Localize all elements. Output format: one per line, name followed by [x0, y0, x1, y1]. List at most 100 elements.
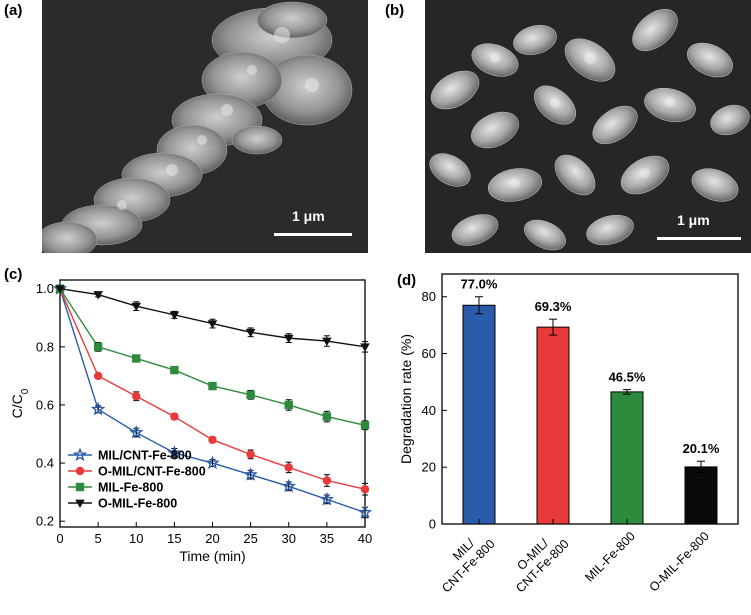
legend-marker — [75, 499, 85, 508]
legend-label: O-MIL/CNT-Fe-800 — [98, 465, 206, 479]
data-point — [281, 478, 296, 493]
bar — [684, 466, 718, 525]
y-tick-label: 40 — [422, 403, 436, 418]
panel-d: (d) 0 20 40 60 80 Degradation rate (%) 77.0% MI… — [385, 262, 751, 610]
y-tick-label: 0.6 — [36, 397, 54, 412]
legend-marker — [72, 447, 88, 462]
panel-c-label: (c) — [4, 266, 23, 283]
plot-frame — [441, 273, 739, 525]
data-point — [246, 450, 255, 459]
y-tick-label: 0.4 — [36, 456, 54, 471]
scale-bar-a — [274, 233, 352, 236]
legend: MIL/CNT-Fe-800 O-MIL/CNT-Fe-800 MIL-Fe-800… — [68, 447, 206, 511]
data-point — [243, 467, 258, 481]
value-label: 46.5% — [609, 370, 646, 385]
series-1 — [55, 284, 370, 496]
data-point — [93, 342, 103, 352]
value-label: 77.0% — [461, 277, 498, 292]
x-tick-label: O-MIL/CNT-Fe-800 — [503, 526, 572, 595]
series-line — [59, 288, 366, 426]
data-point — [55, 285, 65, 294]
legend-label: O-MIL-Fe-800 — [98, 497, 177, 511]
panel-b: (b) — [385, 0, 751, 255]
x-tick-label: 0 — [56, 531, 63, 546]
data-point — [208, 381, 217, 391]
legend-marker — [75, 466, 85, 476]
x-tick-label: O-MIL-Fe-800 — [647, 529, 712, 594]
data-point — [360, 343, 370, 352]
bar-group-3: 20.1% — [683, 441, 720, 525]
series-2 — [55, 284, 370, 431]
scale-label-a: 1 μm — [292, 208, 325, 224]
y-tick-label: 60 — [422, 346, 436, 361]
legend-label: MIL-Fe-800 — [98, 481, 163, 495]
x-tick-label: 15 — [167, 531, 181, 546]
y-axis-label: C/C0 — [9, 388, 31, 418]
data-point — [360, 421, 370, 430]
bar — [536, 326, 570, 525]
series-line — [59, 288, 366, 348]
data-point — [357, 504, 373, 519]
sem-image-b: 1 μm — [425, 0, 751, 253]
x-tick-label: 5 — [95, 531, 102, 546]
data-point — [90, 401, 106, 416]
data-point — [319, 491, 335, 506]
legend-marker — [75, 482, 85, 492]
x-tick-label: 20 — [205, 531, 219, 546]
bar-group-2: 46.5% — [609, 370, 646, 525]
sem-image-b-texture — [425, 0, 751, 253]
scale-bar-b — [657, 237, 741, 240]
data-point — [360, 485, 370, 494]
data-point — [322, 412, 332, 421]
data-point — [169, 311, 180, 320]
bar-group-0: 77.0% — [461, 277, 498, 525]
y-tick-label: 0.2 — [36, 514, 54, 529]
y-tick-label: 80 — [422, 289, 436, 304]
panel-a-label: (a) — [4, 2, 23, 19]
panel-c: (c) 0 5 10 15 20 25 30 35 40 0.2 0.4 0.6 0.8 1.0 Time … — [0, 262, 380, 610]
panel-a: (a) — [0, 0, 370, 255]
sem-image-a-texture — [42, 0, 368, 253]
data-point — [205, 455, 220, 470]
x-tick-label: 25 — [243, 531, 257, 546]
panel-b-label: (b) — [385, 2, 405, 19]
x-tick-label: 30 — [282, 531, 296, 546]
value-label: 20.1% — [683, 441, 720, 456]
data-point — [283, 334, 294, 344]
data-point — [322, 337, 332, 347]
bar — [610, 391, 644, 525]
value-label: 69.3% — [535, 299, 572, 314]
y-tick-label: 0.8 — [36, 339, 54, 354]
y-tick-label: 20 — [422, 460, 436, 475]
data-point — [170, 365, 179, 375]
data-point — [284, 400, 293, 410]
x-tick-label: 35 — [320, 531, 334, 546]
data-point — [170, 412, 179, 421]
data-point — [132, 354, 141, 363]
y-tick-label: 0 — [429, 517, 436, 532]
data-point — [208, 435, 217, 445]
data-point — [167, 445, 182, 460]
x-tick-label: MIL-Fe-800 — [582, 529, 638, 585]
x-tick-label: 40 — [358, 531, 372, 546]
data-point — [322, 476, 332, 485]
x-tick-label: 10 — [129, 531, 143, 546]
x-axis-label: Time (min) — [179, 548, 245, 564]
bar — [462, 304, 496, 525]
data-point — [93, 291, 103, 300]
bar-chart: 0 20 40 60 80 Degradation rate (%) 77.0% MIL/CN… — [398, 273, 739, 595]
y-axis-label: Degradation rate (%) — [398, 334, 414, 464]
x-tick-label: MIL/CNT-Fe-800 — [429, 526, 498, 595]
data-point — [93, 371, 103, 381]
bar-group-1: 69.3% — [535, 299, 572, 525]
panel-d-label: (d) — [397, 272, 417, 289]
legend-label: MIL/CNT-Fe-800 — [98, 449, 192, 463]
line-chart: 0 5 10 15 20 25 30 35 40 0.2 0.4 0.6 0.8 1.0 Time (min… — [9, 279, 373, 564]
data-point — [132, 392, 141, 401]
y-tick-label: 1.0 — [36, 281, 54, 296]
data-point — [246, 390, 255, 399]
data-point — [207, 320, 218, 329]
sem-image-a: 1 μm — [42, 0, 368, 253]
data-point — [284, 463, 293, 472]
data-point — [129, 425, 144, 439]
